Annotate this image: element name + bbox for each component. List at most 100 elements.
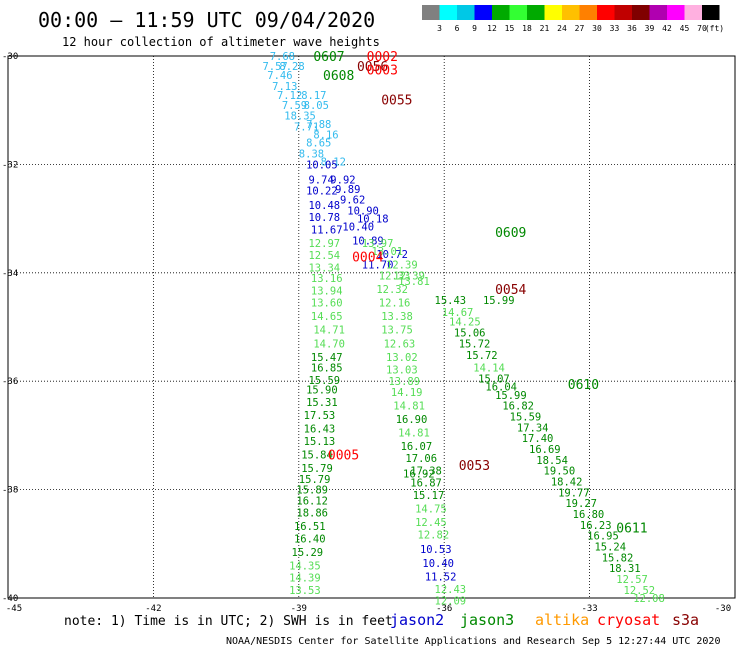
- colorbar-swatch: [667, 5, 685, 20]
- swh-value: 15.59: [510, 411, 542, 423]
- swh-value: 16.04: [485, 382, 517, 394]
- swh-value: 16.85: [311, 363, 343, 375]
- swh-value: 12.39: [386, 260, 418, 272]
- swh-value: 14.25: [449, 317, 481, 329]
- chart-subtitle: 12 hour collection of altimeter wave hei…: [62, 35, 380, 49]
- swh-value: 10.48: [308, 200, 340, 212]
- swh-value: 7.57: [262, 61, 287, 73]
- data-points: 7.687.578.287.467.137.128.177.598.0518.3…: [262, 51, 664, 608]
- y-tick-label: -34: [2, 269, 18, 279]
- swh-value: 15.31: [306, 397, 338, 409]
- pass-time-label: 0053: [459, 459, 490, 474]
- colorbar-label: 6: [455, 24, 460, 33]
- colorbar-swatch: [527, 5, 545, 20]
- swh-value: 14.19: [391, 387, 423, 399]
- swh-value: 12.39: [393, 271, 425, 283]
- swh-value: 10.72: [376, 249, 408, 261]
- swh-value: 12.52: [624, 585, 656, 597]
- swh-value: 14.71: [313, 325, 345, 337]
- colorbar-label: 70: [697, 24, 707, 33]
- plot-frame: [7, 55, 736, 599]
- colorbar-label: 12: [487, 24, 497, 33]
- swh-value: 15.72: [466, 350, 498, 362]
- colorbar-swatch: [422, 5, 440, 20]
- swh-value: 17.34: [517, 422, 549, 434]
- swh-value: 12.43: [435, 584, 467, 596]
- colorbar-swatch: [614, 5, 632, 20]
- swh-value: 13.75: [381, 325, 413, 337]
- swh-value: 16.07: [401, 441, 433, 453]
- swh-value: 10.89: [352, 235, 384, 247]
- swh-value: 16.43: [304, 423, 336, 435]
- pass-time-label: 0005: [328, 448, 359, 463]
- swh-value: 15.89: [296, 485, 328, 497]
- colorbar-swatch: [474, 5, 492, 20]
- x-tick-label: -42: [145, 604, 161, 614]
- swh-value: 10.53: [420, 544, 452, 556]
- swh-value: 17.38: [410, 466, 442, 478]
- chart-title: 00:00 – 11:59 UTC 09/04/2020: [38, 8, 375, 32]
- swh-value: 13.60: [311, 298, 343, 310]
- axes: -45 -42 -39 -36 -33 -30 -30 -32 -34 -36 -38 -40: [2, 52, 736, 614]
- swh-value: 12.16: [379, 298, 411, 310]
- colorbar-label: (ft): [705, 24, 724, 33]
- swh-value: 10.05: [306, 159, 338, 171]
- swh-value: 16.90: [396, 414, 428, 426]
- swh-value: 15.29: [292, 547, 324, 559]
- swh-value: 8.12: [321, 157, 346, 169]
- swh-value: 16.51: [294, 521, 326, 533]
- swh-value: 11.70: [362, 260, 394, 272]
- swh-value: 12.09: [435, 596, 467, 608]
- swh-value: 17.06: [405, 453, 437, 465]
- legend-item-jason2: jason2: [390, 611, 444, 629]
- swh-value: 15.99: [495, 390, 527, 402]
- swh-value: 10.22: [306, 185, 338, 197]
- colorbar-label: 30: [592, 24, 602, 33]
- swh-value: 13.16: [311, 273, 343, 285]
- y-tick-label: -40: [2, 594, 18, 604]
- swh-value: 13.38: [381, 311, 413, 323]
- y-tick-label: -38: [2, 486, 18, 496]
- swh-value: 7.46: [267, 70, 292, 82]
- swh-value: 15.59: [308, 375, 340, 387]
- colorbar-label: 45: [680, 24, 690, 33]
- swh-value: 14.75: [415, 504, 447, 516]
- colorbar-label: 33: [610, 24, 620, 33]
- swh-value: 14.70: [313, 338, 345, 350]
- pass-time-label: 0609: [495, 226, 526, 241]
- pass-time-label: 0055: [381, 93, 412, 108]
- grid: [8, 56, 735, 598]
- swh-value: 7.59: [282, 100, 307, 112]
- swh-value: 13.89: [388, 376, 420, 388]
- swh-value: 12.32: [376, 284, 408, 296]
- swh-value: 13.01: [372, 246, 404, 258]
- x-tick-label: -36: [436, 604, 452, 614]
- pass-time-label: 0607: [313, 50, 344, 65]
- swh-value: 15.84: [301, 449, 333, 461]
- swh-value: 13.94: [311, 286, 343, 298]
- pass-time-label: 0611: [616, 522, 647, 537]
- swh-value: 15.79: [299, 474, 331, 486]
- swh-value: 13.02: [386, 352, 418, 364]
- swh-value: 14.14: [473, 363, 505, 375]
- footer-credit: NOAA/NESDIS Center for Satellite Applica…: [226, 636, 575, 647]
- swh-value: 16.40: [294, 533, 326, 545]
- swh-value: 15.06: [454, 327, 486, 339]
- swh-value: 15.13: [304, 436, 336, 448]
- colorbar-swatch: [702, 5, 720, 20]
- colorbar-label: 9: [472, 24, 477, 33]
- pass-time-label: 0056: [357, 60, 388, 75]
- swh-value: 8.38: [299, 149, 324, 161]
- x-tick-label: -33: [581, 604, 597, 614]
- swh-value: 14.67: [442, 307, 474, 319]
- swh-value: 15.99: [483, 295, 515, 307]
- colorbar-label: 27: [575, 24, 585, 33]
- swh-value: 18.42: [551, 476, 583, 488]
- swh-value: 9.92: [330, 175, 355, 187]
- swh-value: 15.72: [459, 338, 491, 350]
- legend-item-cryosat: cryosat: [597, 611, 660, 629]
- swh-value: 12.82: [418, 530, 450, 542]
- swh-value: 7.68: [270, 51, 295, 63]
- swh-value: 10.18: [357, 214, 389, 226]
